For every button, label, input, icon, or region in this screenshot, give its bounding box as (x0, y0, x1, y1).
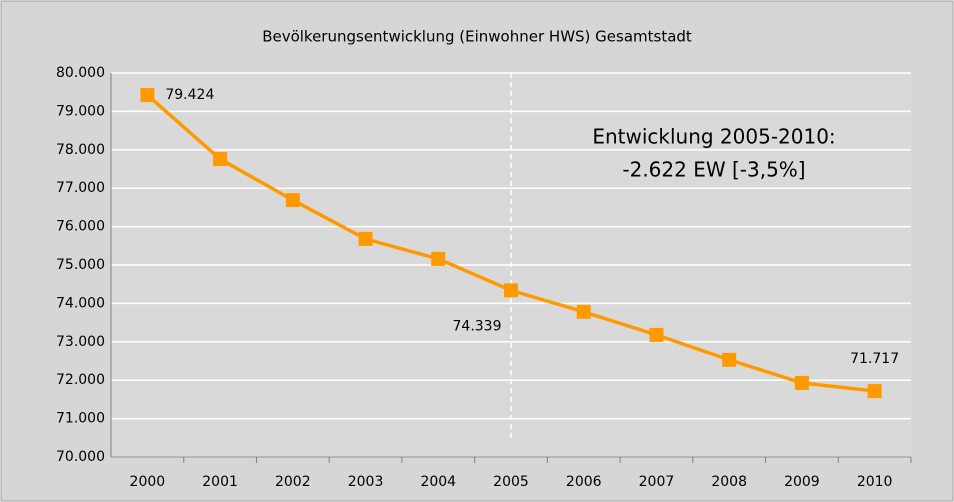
x-tick-label: 2001 (202, 474, 238, 490)
data-label: 74.339 (453, 318, 502, 334)
y-tick-label: 77.000 (56, 180, 105, 196)
annotation: -2.622 EW [-3,5%] (622, 158, 805, 182)
y-tick-label: 78.000 (56, 142, 105, 158)
point-marker (504, 283, 518, 298)
point-marker (358, 231, 373, 246)
point-marker (867, 384, 882, 399)
y-tick-label: 72.000 (56, 372, 105, 388)
point-marker (794, 375, 809, 390)
x-tick-label: 2006 (566, 474, 602, 490)
x-tick-label: 2005 (493, 474, 529, 490)
data-label: 71.717 (850, 351, 899, 367)
y-tick-label: 74.000 (56, 295, 105, 311)
point-marker (649, 327, 664, 342)
point-marker (140, 88, 155, 103)
x-tick-label: 2010 (857, 474, 893, 490)
y-tick-label: 79.000 (56, 103, 105, 119)
y-tick-label: 75.000 (56, 257, 105, 273)
chart-title: Bevölkerungsentwicklung (Einwohner HWS) … (262, 28, 692, 46)
x-tick-label: 2008 (711, 474, 747, 490)
y-tick-label: 76.000 (56, 219, 105, 235)
x-tick-label: 2002 (275, 474, 311, 490)
y-tick-label: 70.000 (56, 449, 105, 465)
x-tick-label: 2004 (420, 474, 456, 490)
point-marker (285, 193, 300, 208)
y-tick-label: 73.000 (56, 334, 105, 350)
x-tick-label: 2003 (348, 474, 384, 490)
x-tick-label: 2009 (784, 474, 820, 490)
data-label: 79.424 (165, 87, 214, 103)
y-tick-label: 80.000 (56, 65, 105, 81)
point-marker (213, 152, 228, 167)
annotation: Entwicklung 2005-2010: (592, 125, 835, 149)
y-tick-label: 71.000 (56, 411, 105, 427)
point-marker (722, 352, 737, 367)
point-marker (576, 304, 591, 319)
point-marker (431, 251, 446, 266)
x-tick-label: 2000 (130, 474, 166, 490)
x-tick-label: 2007 (639, 474, 675, 490)
